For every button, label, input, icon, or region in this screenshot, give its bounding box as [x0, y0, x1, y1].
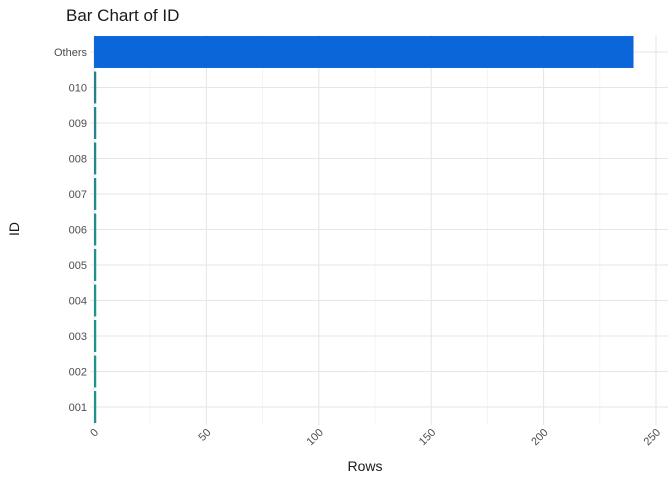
bars	[94, 36, 634, 423]
y-tick-label: Others	[54, 47, 88, 59]
chart-title: Bar Chart of ID	[66, 6, 179, 25]
grid-lines	[90, 35, 668, 425]
y-tick-label: 003	[69, 331, 87, 343]
x-tick-label: 200	[529, 427, 550, 448]
y-tick-label: 007	[69, 189, 87, 201]
x-axis-tick-labels: 0 50 100 150 200 250	[88, 427, 663, 448]
bar-003	[94, 320, 97, 352]
bar-006	[94, 213, 97, 246]
y-tick-label: 009	[69, 118, 87, 130]
bar-008	[94, 142, 97, 175]
x-tick-label: 150	[417, 427, 438, 448]
x-tick-label: 250	[642, 427, 663, 448]
bar-010	[94, 71, 97, 104]
y-tick-label: 006	[69, 225, 87, 237]
y-axis-title: ID	[6, 222, 22, 236]
bar-007	[94, 178, 97, 210]
bar-009	[94, 107, 97, 139]
bar-002	[94, 355, 97, 388]
y-tick-label: 004	[69, 296, 87, 308]
x-tick-label: 50	[196, 427, 213, 444]
y-tick-label: 008	[69, 154, 87, 166]
y-tick-label: 005	[69, 260, 87, 272]
x-axis-title: Rows	[347, 458, 382, 474]
x-tick-label: 100	[304, 427, 325, 448]
y-axis-tick-labels: 001 002 003 004 005 006 007 008 009 010 Others	[54, 47, 88, 414]
x-tick-label: 0	[88, 427, 101, 440]
bar-001	[94, 391, 97, 423]
bar-others	[94, 36, 634, 68]
y-tick-label: 002	[69, 367, 87, 379]
y-tick-label: 001	[69, 402, 87, 414]
y-tick-label: 010	[69, 83, 87, 95]
bar-005	[94, 249, 97, 281]
bar-004	[94, 284, 97, 317]
